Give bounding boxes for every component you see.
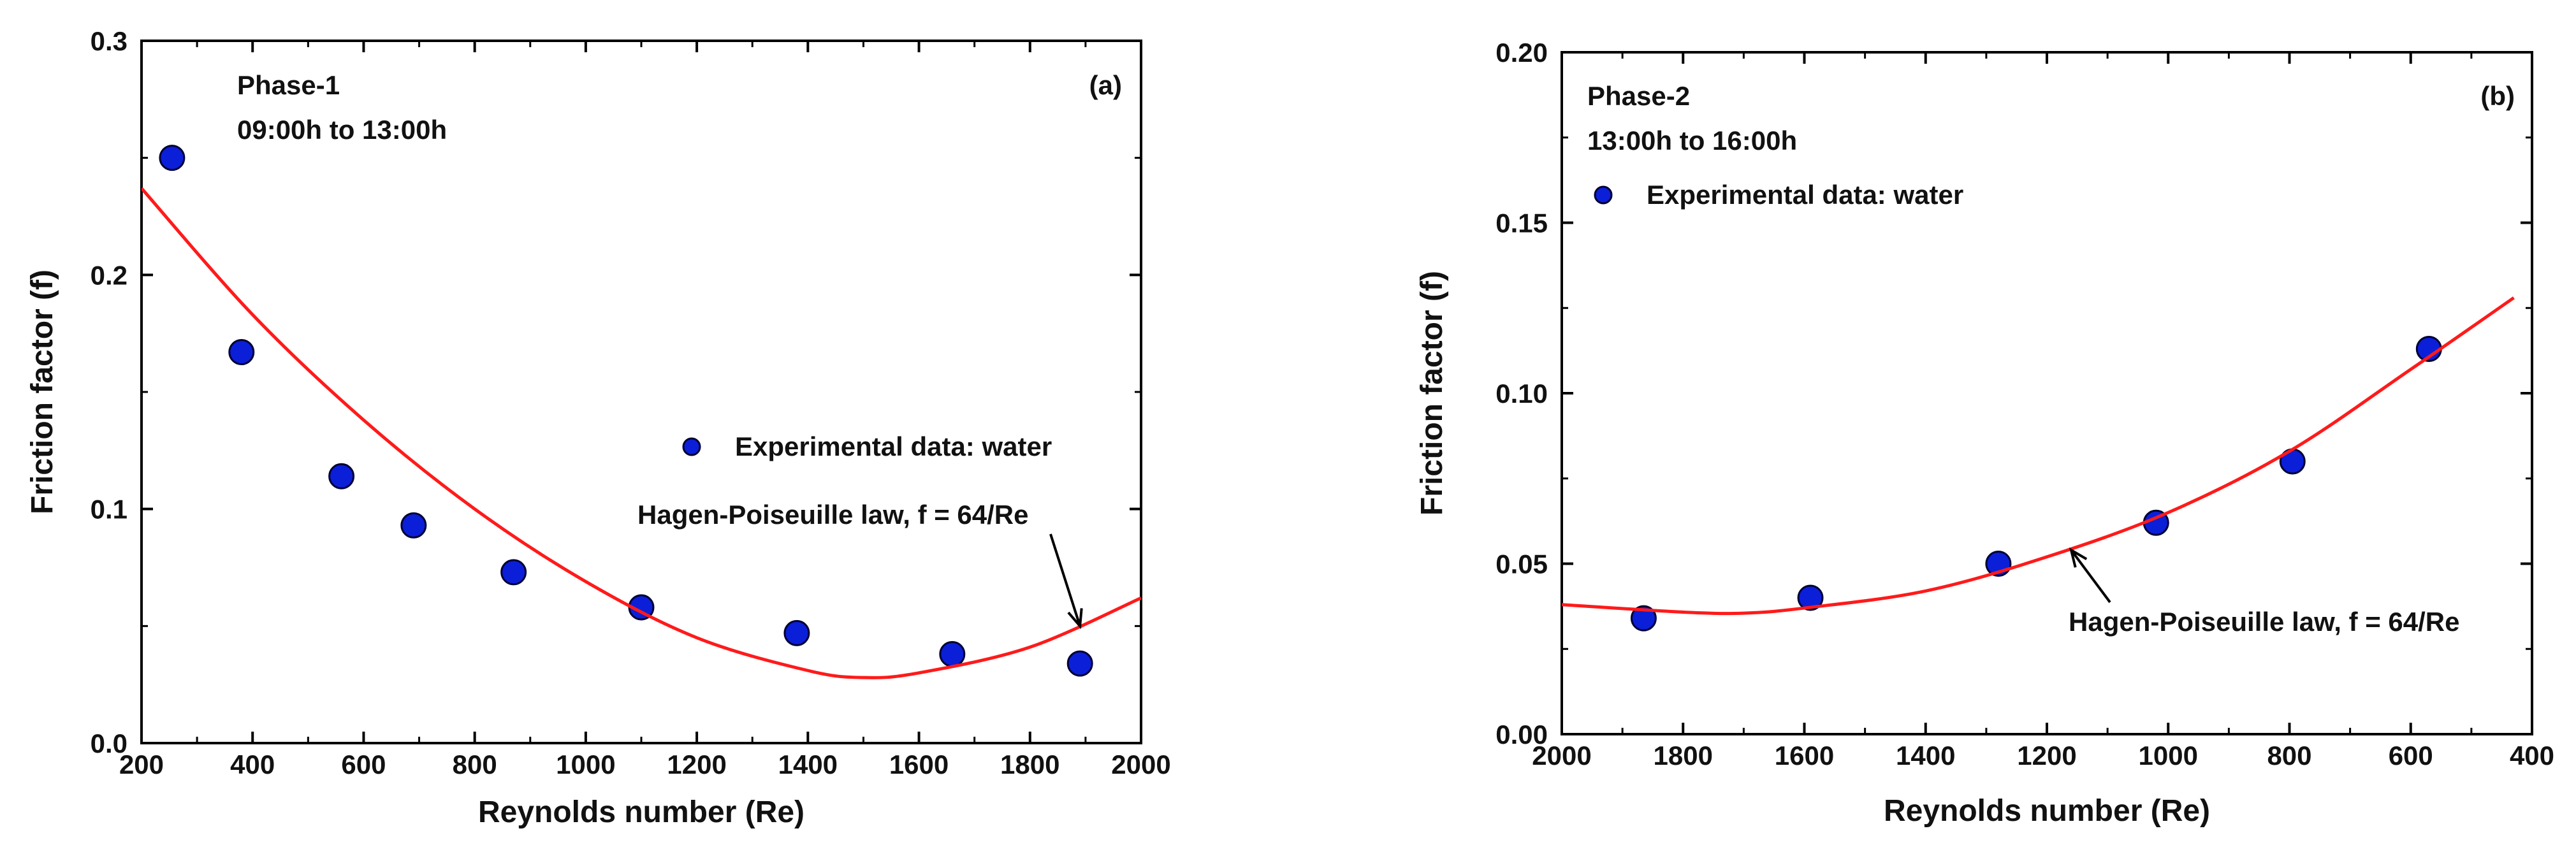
panel-b: 2000 1800 1600 1400 1200 1000 800 600 400 0.00 0.0… <box>1415 38 2554 828</box>
annotation-label: Hagen-Poiseuille law, f = 64/Re <box>2069 607 2460 637</box>
x-tick-label: 400 <box>2510 741 2554 771</box>
data-point <box>1797 584 1824 611</box>
x-tick-label: 1800 <box>1654 741 1713 771</box>
y-tick-label: 0.05 <box>1495 549 1548 579</box>
data-point <box>1066 650 1093 677</box>
x-axis-title: Reynolds number (Re) <box>478 795 804 829</box>
x-tick-label: 1400 <box>1896 741 1955 771</box>
x-tick-label: 400 <box>230 749 275 779</box>
y-tick-label: 0.3 <box>91 26 127 56</box>
x-tick-label: 600 <box>341 749 386 779</box>
annotation-arrowhead <box>2069 547 2088 568</box>
legend-marker <box>1594 185 1613 205</box>
data-point <box>1630 605 1657 632</box>
x-tick-label: 1600 <box>889 749 949 779</box>
fit-line-hagen-poiseuille <box>1562 296 2515 616</box>
annotation-arrow <box>2070 549 2111 604</box>
x-tick-label: 2000 <box>1111 749 1170 779</box>
x-tick-label: 800 <box>2267 741 2311 771</box>
y-tick-label: 0.0 <box>91 728 127 758</box>
panel-title-line: 13:00h to 16:00h <box>1587 126 1797 156</box>
panel-title-line: Phase-2 <box>1587 81 1690 111</box>
data-point <box>500 559 527 586</box>
panel-a: 200 400 600 800 1000 1200 1400 1600 1800 2000 0.0 0… <box>25 26 1171 829</box>
y-tick-label: 0.00 <box>1495 720 1548 749</box>
legend-marker <box>682 437 701 456</box>
data-point <box>783 619 810 646</box>
annotation-arrowhead <box>1067 608 1083 630</box>
annotation-label: Hagen-Poiseuille law, f = 64/Re <box>637 500 1029 530</box>
x-tick-label: 800 <box>453 749 497 779</box>
data-point <box>939 640 966 667</box>
annotation-arrow <box>1049 533 1082 626</box>
x-axis-title: Reynolds number (Re) <box>1884 794 2210 828</box>
y-tick-label: 0.10 <box>1495 379 1548 409</box>
panel-title-line: Phase-1 <box>237 70 340 100</box>
panel-label: (a) <box>1089 70 1122 100</box>
plot-frame <box>140 40 1142 744</box>
legend-label: Experimental data: water <box>1647 180 1963 210</box>
x-tick-label: 1600 <box>1775 741 1834 771</box>
data-point <box>159 145 186 171</box>
x-tick-label: 200 <box>119 749 164 779</box>
y-axis-title: Friction factor (f) <box>25 270 59 514</box>
y-tick-label: 0.15 <box>1495 208 1548 238</box>
fit-line-hagen-poiseuille <box>142 187 1141 679</box>
panel-title-line: 09:00h to 13:00h <box>237 115 447 145</box>
legend-label: Experimental data: water <box>735 431 1052 461</box>
x-tick-label: 600 <box>2389 741 2433 771</box>
y-tick-label: 0.20 <box>1495 38 1548 68</box>
x-tick-label: 1000 <box>556 749 615 779</box>
x-tick-label: 1200 <box>667 749 726 779</box>
y-axis-title: Friction factor (f) <box>1415 271 1449 516</box>
x-tick-label: 1400 <box>778 749 838 779</box>
y-tick-label: 0.1 <box>91 495 127 525</box>
x-tick-label: 1800 <box>1000 749 1059 779</box>
data-point <box>328 463 355 489</box>
data-point <box>400 512 427 539</box>
x-tick-label: 2000 <box>1532 741 1591 771</box>
x-tick-label: 1200 <box>2017 741 2076 771</box>
data-point <box>228 339 255 366</box>
y-tick-label: 0.2 <box>91 260 127 290</box>
panel-label: (b) <box>2480 81 2515 111</box>
x-tick-label: 1000 <box>2139 741 2198 771</box>
